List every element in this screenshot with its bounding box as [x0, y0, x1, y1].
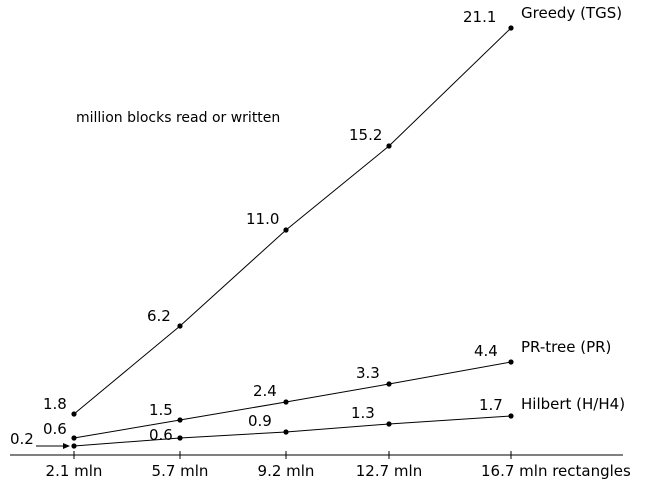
chart-annotation: million blocks read or written	[76, 110, 280, 126]
data-label: 2.4	[253, 382, 277, 400]
series-2: 0.2 0.6 0.9 1.3 1.7 Hilbert (H/H4)	[10, 395, 625, 449]
data-label: 0.2	[10, 430, 34, 448]
x-tick-label: 16.7 mln rectangles	[481, 462, 631, 480]
data-label: 1.3	[351, 404, 375, 422]
data-label: 0.6	[149, 426, 173, 444]
x-tick-label: 5.7 mln	[152, 462, 209, 480]
x-tick-label: 9.2 mln	[258, 462, 315, 480]
data-point	[386, 143, 392, 149]
x-tick-label: 2.1 mln	[46, 462, 103, 480]
data-point	[71, 435, 77, 441]
data-label: 0.6	[43, 420, 67, 438]
plot-area: 1.8 6.2 11.0 15.2 21.1 Greedy (TGS) 0.6 1.5 2.4 3…	[10, 4, 625, 449]
series-1: 0.6 1.5 2.4 3.3 4.4 PR-tree (PR)	[43, 338, 611, 441]
data-point	[508, 413, 514, 419]
data-point	[177, 323, 183, 329]
data-label: 1.5	[149, 401, 173, 419]
series-line	[73, 27, 512, 415]
data-label: 11.0	[246, 210, 279, 228]
data-point	[177, 417, 183, 423]
series-name-label: Hilbert (H/H4)	[521, 395, 625, 413]
data-point	[283, 429, 289, 435]
data-label: 1.8	[43, 395, 67, 413]
data-point	[283, 399, 289, 405]
data-label: 4.4	[474, 342, 498, 360]
data-label: 0.9	[248, 412, 272, 430]
x-tick-label: 12.7 mln	[356, 462, 422, 480]
data-label: 21.1	[463, 8, 496, 26]
data-point	[386, 421, 392, 427]
data-label: 3.3	[356, 364, 380, 382]
data-point	[508, 25, 514, 31]
data-label: 15.2	[349, 126, 382, 144]
x-axis: 2.1 mln 5.7 mln 9.2 mln 12.7 mln 16.7 mln re…	[46, 451, 631, 480]
data-point	[71, 411, 77, 417]
series-0: 1.8 6.2 11.0 15.2 21.1 Greedy (TGS)	[43, 4, 622, 417]
data-point	[508, 359, 514, 365]
data-point	[177, 435, 183, 441]
series-line	[73, 361, 512, 439]
data-point	[283, 227, 289, 233]
data-label: 6.2	[147, 307, 171, 325]
series-line	[73, 415, 512, 447]
series-name-label: Greedy (TGS)	[521, 4, 622, 22]
data-point	[71, 443, 77, 449]
label-arrow	[36, 443, 70, 449]
data-label: 1.7	[479, 396, 503, 414]
data-point	[386, 381, 392, 387]
series-name-label: PR-tree (PR)	[521, 338, 611, 356]
